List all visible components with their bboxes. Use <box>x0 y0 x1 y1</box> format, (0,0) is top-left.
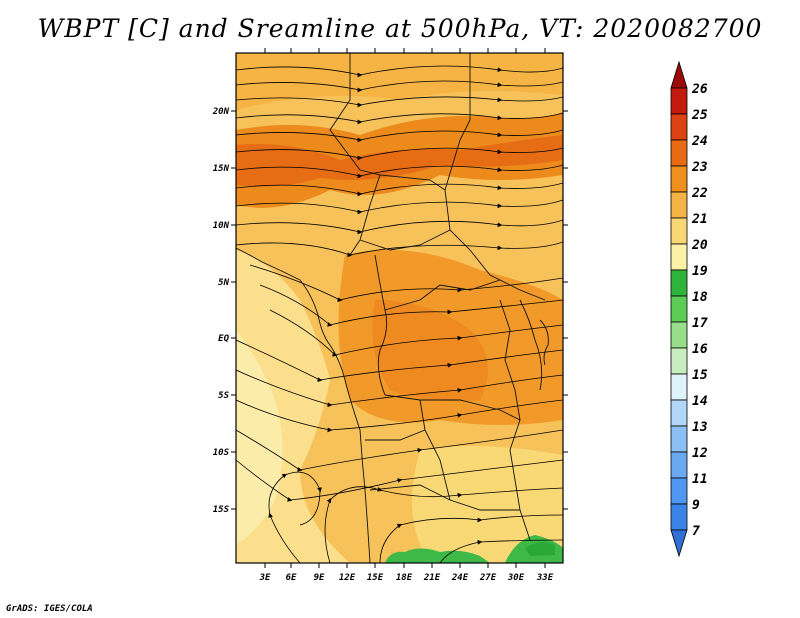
colorbar-label: 18 <box>692 290 708 305</box>
lat-label: 5S <box>218 391 229 401</box>
colorbar-label: 16 <box>692 342 708 357</box>
colorbar-label: 22 <box>691 186 708 201</box>
lon-label: 3E <box>259 573 271 583</box>
colorbar-swatch <box>670 113 688 141</box>
colorbar-swatch <box>670 477 688 505</box>
colorbar-label: 9 <box>692 498 700 513</box>
colorbar-swatch <box>670 399 688 427</box>
colorbar-label: 24 <box>691 134 708 149</box>
lon-label: 33E <box>536 573 554 583</box>
colorbar-label: 21 <box>691 212 708 227</box>
colorbar-label: 25 <box>691 108 708 123</box>
colorbar-swatch <box>670 191 688 219</box>
colorbar-label: 17 <box>692 316 708 331</box>
colorbar-label: 15 <box>692 368 708 383</box>
map-frame <box>235 52 564 564</box>
lon-label: 12E <box>339 573 356 583</box>
colorbar-label: 23 <box>691 160 708 175</box>
colorbar-swatch <box>670 139 688 167</box>
colorbar-swatch <box>670 451 688 479</box>
lat-axis <box>231 110 568 510</box>
lat-label: EQ <box>218 334 229 344</box>
colorbar-swatch <box>670 425 688 453</box>
lon-label: 6E <box>286 573 297 583</box>
lon-label: 18E <box>396 573 413 583</box>
wbpt-field <box>236 53 563 563</box>
lat-label: 5N <box>218 278 229 288</box>
lat-label: 20N <box>212 107 230 117</box>
lon-label: 9E <box>314 573 325 583</box>
colorbar-swatch <box>670 165 688 193</box>
colorbar-swatch <box>670 60 688 89</box>
colorbar-swatch <box>670 503 688 531</box>
colorbar-label: 7 <box>692 524 700 539</box>
colorbar-swatch <box>670 243 688 271</box>
colorbar-swatch <box>670 321 688 349</box>
lat-label: 10N <box>213 221 230 231</box>
colorbar-label: 26 <box>691 82 708 97</box>
lon-label: 24E <box>451 573 469 583</box>
colorbar-swatch <box>670 529 688 558</box>
colorbar-label: 12 <box>692 446 708 461</box>
lon-label: 21E <box>423 573 441 583</box>
lon-label: 15E <box>367 573 384 583</box>
colorbar-swatch <box>670 269 688 297</box>
colorbar-swatch <box>670 217 688 245</box>
colorbar-swatch <box>670 87 688 115</box>
colorbar-swatch <box>670 295 688 323</box>
colorbar-label: 11 <box>692 472 708 487</box>
colorbar-label: 20 <box>691 238 708 253</box>
colorbar-label: 14 <box>692 394 708 409</box>
lat-label: 10S <box>213 448 230 458</box>
grads-credit: GrADS: IGES/COLA <box>6 604 93 614</box>
colorbar: 26 25 24 23 22 21 20 19 18 17 16 15 14 13 12 11 9 7 <box>670 60 708 558</box>
lat-label: 15N <box>213 164 230 174</box>
chart-title: WBPT [C] and Sreamline at 500hPa, VT: 20… <box>37 14 763 43</box>
colorbar-label: 19 <box>692 264 708 279</box>
lon-label: 27E <box>479 573 497 583</box>
lat-label: 15S <box>213 505 230 515</box>
colorbar-swatch <box>670 347 688 375</box>
lat-labels: 20N 15N 10N 5N EQ 5S 10S 15S <box>212 107 230 515</box>
lon-axis <box>264 48 546 568</box>
lon-label: 30E <box>507 573 525 583</box>
colorbar-swatch <box>670 373 688 401</box>
colorbar-label: 13 <box>692 420 708 435</box>
lon-labels: 3E 6E 9E 12E 15E 18E 21E 24E 27E 30E 33E <box>259 573 554 583</box>
